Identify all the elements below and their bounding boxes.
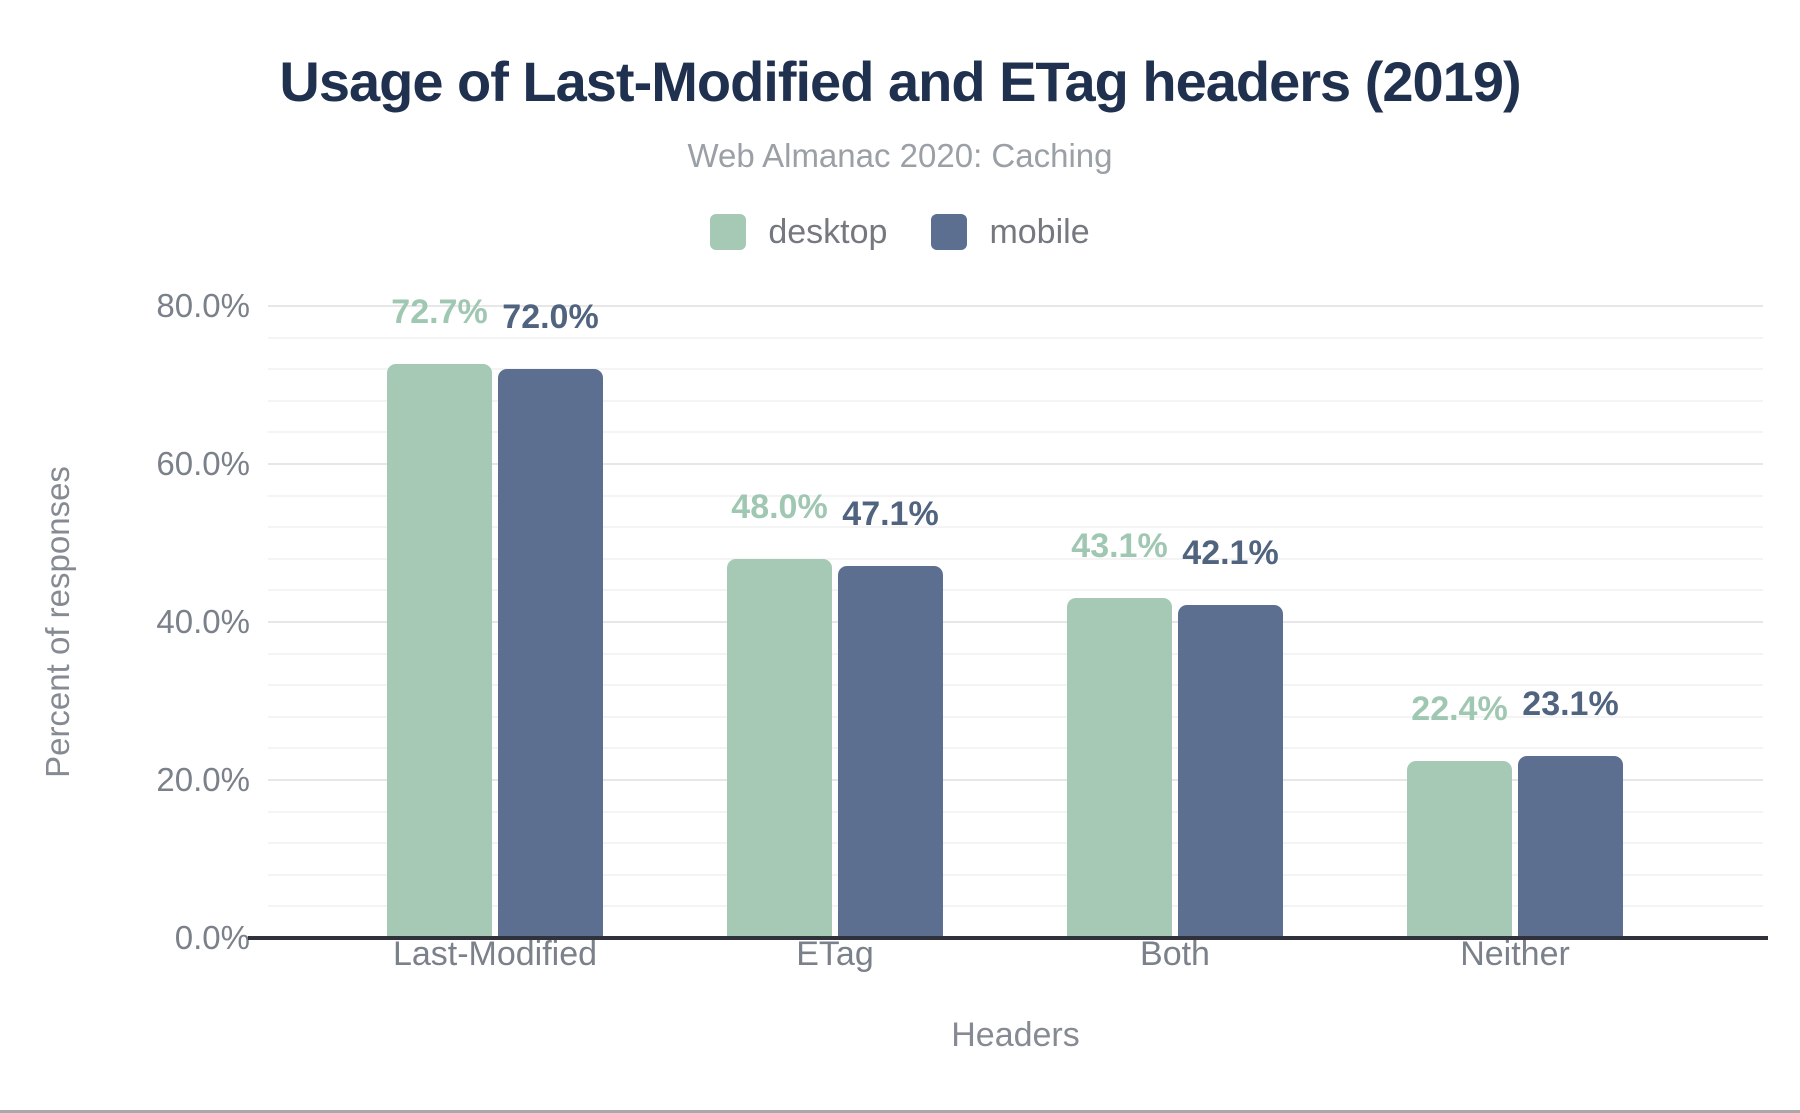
x-category-label-last-modified: Last-Modified xyxy=(392,935,598,973)
y-tick-label-20: 20.0% xyxy=(156,761,250,798)
bar-desktop-neither xyxy=(1407,761,1512,938)
gridline-major-80 xyxy=(268,305,1763,307)
gridline-major-40 xyxy=(268,621,1763,623)
legend-swatch-mobile xyxy=(931,214,968,250)
value-label-desktop-neither: 22.4% xyxy=(1411,690,1508,729)
x-category-label-etag: ETag xyxy=(796,935,874,973)
value-label-desktop-etag: 48.0% xyxy=(731,487,828,526)
y-tick-label-0: 0.0% xyxy=(174,919,250,956)
gridline-major-20 xyxy=(268,779,1763,781)
value-label-mobile-neither: 23.1% xyxy=(1522,684,1619,723)
y-tick-label-60: 60.0% xyxy=(156,445,250,482)
legend-label-mobile: mobile xyxy=(989,213,1090,251)
bar-mobile-last-modified xyxy=(498,369,603,938)
gridline-minor-64 xyxy=(268,431,1763,434)
chart-title: Usage of Last-Modified and ETag headers … xyxy=(279,50,1521,113)
legend-item-mobile: mobile xyxy=(931,213,1090,251)
bar-mobile-etag xyxy=(838,565,943,938)
gridline-minor-28 xyxy=(268,715,1763,718)
x-category-label-neither: Neither xyxy=(1460,935,1570,973)
bar-desktop-both xyxy=(1067,597,1172,938)
gridline-minor-32 xyxy=(268,684,1763,687)
gridline-minor-36 xyxy=(268,652,1763,655)
bottom-border-line xyxy=(0,1110,1800,1113)
bar-mobile-both xyxy=(1178,605,1283,938)
y-axis-title: Percent of responses xyxy=(39,466,76,778)
gridline-minor-56 xyxy=(268,494,1763,497)
x-category-label-both: Both xyxy=(1140,935,1210,973)
legend-swatch-desktop xyxy=(710,214,747,250)
gridline-minor-44 xyxy=(268,589,1763,592)
legend-item-desktop: desktop xyxy=(710,214,887,250)
bar-mobile-neither xyxy=(1518,755,1623,938)
legend-label-desktop: desktop xyxy=(768,213,888,251)
value-label-mobile-both: 42.1% xyxy=(1182,534,1279,573)
gridline-minor-16 xyxy=(268,810,1763,813)
gridline-minor-4 xyxy=(268,905,1763,908)
bar-desktop-etag xyxy=(727,558,832,938)
x-axis-title: Headers xyxy=(951,1016,1080,1054)
legend: desktop mobile xyxy=(0,212,1800,252)
gridline-minor-12 xyxy=(268,842,1763,845)
value-label-mobile-last-modified: 72.0% xyxy=(502,298,599,337)
x-axis-line xyxy=(248,936,1768,940)
value-label-desktop-last-modified: 72.7% xyxy=(391,292,488,331)
value-label-mobile-etag: 47.1% xyxy=(842,494,939,533)
gridline-minor-68 xyxy=(268,399,1763,402)
gridline-minor-76 xyxy=(268,336,1763,339)
gridline-minor-52 xyxy=(268,526,1763,529)
value-label-desktop-both: 43.1% xyxy=(1071,526,1168,565)
gridline-minor-48 xyxy=(268,557,1763,560)
bar-desktop-last-modified xyxy=(387,363,492,938)
y-tick-label-40: 40.0% xyxy=(156,603,250,640)
gridline-minor-72 xyxy=(268,368,1763,371)
y-tick-label-80: 80.0% xyxy=(156,287,250,324)
chart-subtitle: Web Almanac 2020: Caching xyxy=(687,137,1113,174)
gridline-major-60 xyxy=(268,463,1763,465)
gridline-minor-8 xyxy=(268,873,1763,876)
gridline-minor-24 xyxy=(268,747,1763,750)
